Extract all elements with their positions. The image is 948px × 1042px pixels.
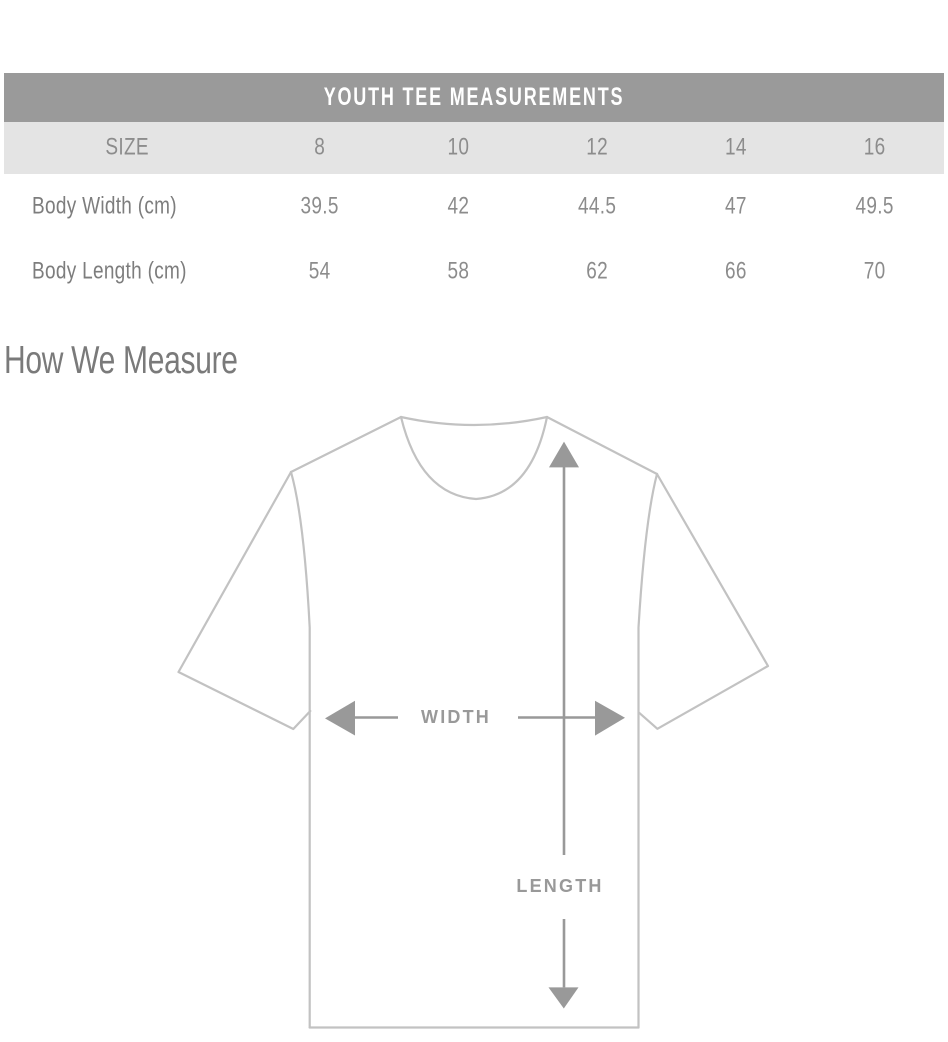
svg-text:LENGTH: LENGTH [516,876,603,896]
svg-text:WIDTH: WIDTH [421,707,491,727]
